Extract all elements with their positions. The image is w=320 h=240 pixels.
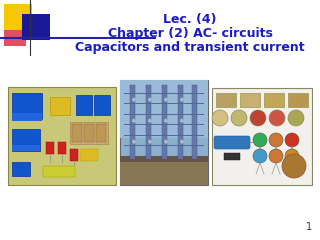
Bar [8,87,116,185]
Circle shape [132,119,136,123]
Bar [12,93,42,119]
Bar [4,24,26,46]
Bar [120,156,208,162]
Circle shape [250,110,266,126]
Bar [76,95,92,115]
Bar [130,85,135,158]
Circle shape [148,98,152,102]
Bar [192,85,197,158]
Circle shape [285,149,299,163]
Bar [96,124,106,142]
FancyBboxPatch shape [43,166,75,177]
Bar [70,122,108,144]
Circle shape [269,110,285,126]
Bar [12,145,40,151]
Bar [216,93,236,107]
Circle shape [253,149,267,163]
Bar [12,162,30,176]
Circle shape [288,110,304,126]
FancyBboxPatch shape [214,136,250,149]
Text: Capacitors and transient current: Capacitors and transient current [75,41,305,54]
Bar [12,113,42,121]
Text: Chapter (2) AC- circuits: Chapter (2) AC- circuits [108,27,272,40]
Circle shape [148,119,152,123]
Circle shape [285,133,299,147]
Circle shape [231,110,247,126]
Bar [58,142,66,154]
Bar [146,85,151,158]
Circle shape [282,154,306,178]
Bar [70,149,78,161]
Circle shape [269,149,283,163]
Bar [162,85,167,158]
Bar [12,129,40,151]
Circle shape [269,133,283,147]
Bar [46,142,54,154]
Circle shape [164,119,168,123]
Bar [264,93,284,107]
Circle shape [180,140,184,144]
Bar [4,4,32,30]
Bar [120,80,208,185]
Circle shape [164,98,168,102]
Circle shape [132,98,136,102]
Circle shape [164,140,168,144]
Bar [224,153,240,160]
Bar [22,14,50,40]
Circle shape [148,140,152,144]
Circle shape [212,110,228,126]
Bar [80,149,98,161]
Text: Lec. (4): Lec. (4) [163,13,217,26]
Bar [288,93,308,107]
Circle shape [180,98,184,102]
Bar [72,124,82,142]
Circle shape [253,133,267,147]
Circle shape [132,140,136,144]
Bar [240,93,260,107]
Bar [94,95,110,115]
Text: 1: 1 [306,222,312,232]
Bar [120,80,208,138]
Bar [178,85,183,158]
Bar [212,88,312,185]
Bar [120,162,208,185]
Bar [50,97,70,115]
Bar [84,124,94,142]
Circle shape [180,119,184,123]
